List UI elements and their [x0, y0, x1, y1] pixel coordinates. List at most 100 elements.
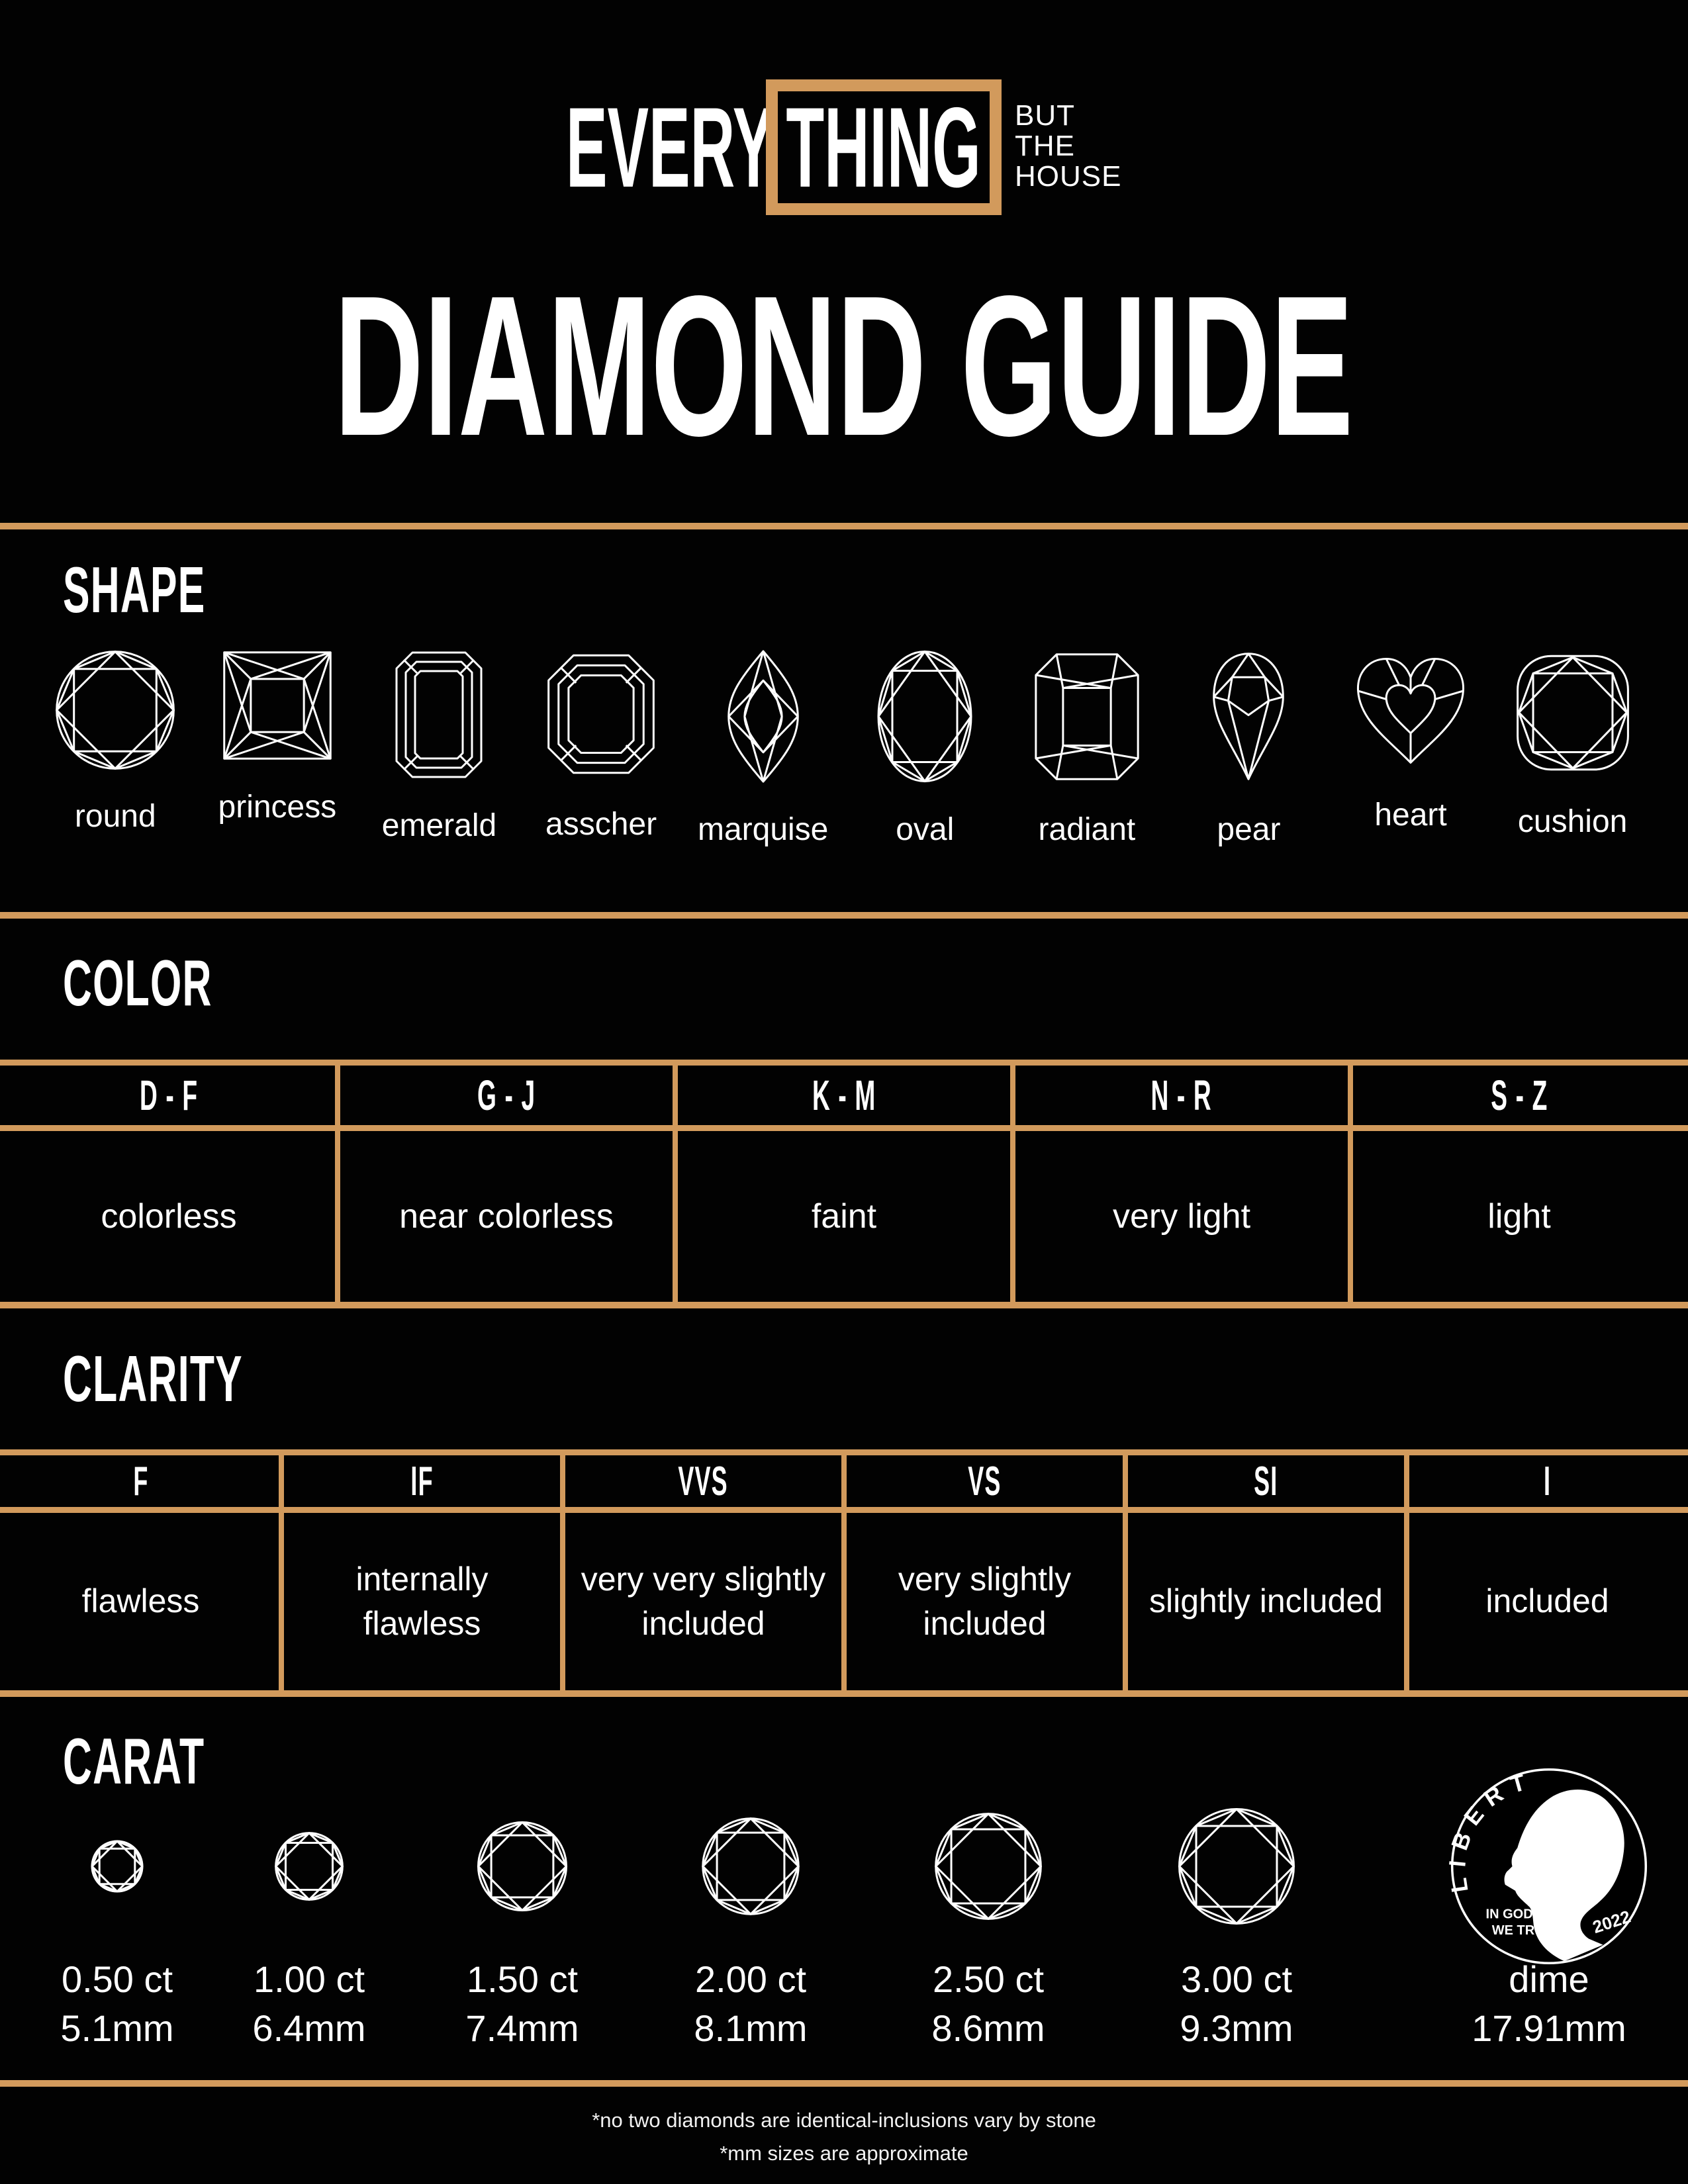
- clarity-grade-f: F: [132, 1458, 149, 1504]
- clarity-desc-vs: very slightly included: [898, 1560, 1072, 1643]
- footnote-inclusions: *no two diamonds are identical-inclusion…: [592, 2109, 1096, 2132]
- cushion-diamond-icon: [1514, 649, 1632, 777]
- color-desc-near-colorless: near colorless: [399, 1197, 614, 1236]
- round-diamond-icon: [91, 1840, 144, 1893]
- clarity-table-separator: [1404, 1449, 1409, 1697]
- shape-item-heart: heart: [1330, 649, 1492, 848]
- logo-tagline: BUT THE HOUSE: [1015, 101, 1121, 191]
- oval-diamond-icon: [875, 649, 974, 785]
- divider-line: [0, 912, 1688, 919]
- logo-gold-frame: THING: [766, 79, 1002, 215]
- carat-weight-label: 2.00 ct: [694, 1958, 807, 2000]
- clarity-desc-flawless: flawless: [81, 1582, 200, 1620]
- asscher-diamond-icon: [545, 649, 657, 780]
- shape-label-emerald: emerald: [381, 808, 497, 843]
- clarity-desc-vvs: very very slightly included: [581, 1560, 826, 1643]
- shape-item-radiant: radiant: [1006, 649, 1168, 848]
- round-diamond-icon: [476, 1820, 569, 1913]
- color-table-bottom-line: [0, 1302, 1688, 1308]
- color-table-mid-line: [0, 1125, 1688, 1131]
- shape-item-marquise: marquise: [682, 649, 844, 848]
- princess-diamond-icon: [220, 649, 334, 762]
- carat-weight-label: 0.50 ct: [61, 1958, 173, 2000]
- clarity-section-heading: CLARITY: [63, 1342, 243, 1415]
- clarity-desc-internally-flawless: internally flawless: [355, 1560, 489, 1643]
- shape-row: round princess emerald asscher marquise …: [0, 649, 1688, 848]
- color-grade-sz: S - Z: [1490, 1071, 1548, 1119]
- color-grade-row: D - F G - J K - M N - R S - Z: [0, 1066, 1688, 1125]
- carat-mm-label: 5.1mm: [60, 2007, 174, 2049]
- carat-weight-label: dime: [1509, 1958, 1589, 2000]
- color-grade-df: D - F: [139, 1071, 199, 1119]
- clarity-grade-if: IF: [410, 1458, 434, 1504]
- shape-label-radiant: radiant: [1038, 812, 1136, 847]
- footnote-mm-sizes: *mm sizes are approximate: [720, 2142, 968, 2165]
- shape-item-cushion: cushion: [1491, 649, 1654, 848]
- shape-item-pear: pear: [1168, 649, 1330, 848]
- shape-label-pear: pear: [1217, 812, 1281, 847]
- round-diamond-icon: [1176, 1806, 1297, 1927]
- ebth-logo: EVERY THING BUT THE HOUSE: [566, 79, 1122, 215]
- color-section-heading: COLOR: [63, 946, 212, 1019]
- footnotes: *no two diamonds are identical-inclusion…: [0, 2109, 1688, 2175]
- carat-mm-label: 17.91mm: [1472, 2007, 1626, 2049]
- shape-label-princess: princess: [218, 790, 337, 825]
- color-grade-gj: G - J: [477, 1071, 536, 1119]
- color-desc-very-light: very light: [1112, 1197, 1251, 1236]
- clarity-description-row: flawless internally flawless very very s…: [0, 1513, 1688, 1690]
- clarity-grade-vvs: VVS: [678, 1458, 729, 1504]
- logo-tagline-house: HOUSE: [1015, 159, 1122, 193]
- color-grade-nr: N - R: [1150, 1071, 1213, 1119]
- carat-mm-label: 6.4mm: [252, 2007, 366, 2049]
- carat-mm-label: 8.1mm: [694, 2007, 808, 2049]
- shape-item-emerald: emerald: [358, 649, 520, 848]
- shape-label-cushion: cushion: [1517, 804, 1628, 839]
- page-title: DIAMOND GUIDE: [334, 254, 1354, 477]
- carat-mm-label: 7.4mm: [465, 2007, 579, 2049]
- dime-motto-line1: IN GOD: [1486, 1907, 1533, 1922]
- clarity-table-separator: [1123, 1449, 1128, 1697]
- clarity-table-separator: [560, 1449, 565, 1697]
- shape-item-asscher: asscher: [520, 649, 682, 848]
- shape-label-marquise: marquise: [697, 812, 829, 847]
- divider-line: [0, 523, 1688, 529]
- shape-section-heading: SHAPE: [63, 553, 206, 626]
- carat-weight-label: 2.50 ct: [932, 1958, 1045, 2000]
- color-table-separator: [1348, 1060, 1353, 1308]
- round-diamond-icon: [700, 1816, 801, 1917]
- emerald-diamond-icon: [393, 649, 485, 781]
- shape-item-princess: princess: [197, 649, 359, 848]
- clarity-table-separator: [841, 1449, 847, 1697]
- carat-mm-label: 8.6mm: [931, 2007, 1045, 2049]
- clarity-grade-row: F IF VVS VS SI I: [0, 1455, 1688, 1507]
- color-desc-light: light: [1487, 1197, 1551, 1236]
- carat-weight-label: 1.50 ct: [466, 1958, 579, 2000]
- shape-label-oval: oval: [896, 812, 955, 847]
- clarity-desc-si: slightly included: [1149, 1582, 1383, 1620]
- color-description-row: colorless near colorless faint very ligh…: [0, 1131, 1688, 1302]
- shape-label-round: round: [74, 799, 156, 834]
- round-diamond-icon: [933, 1811, 1044, 1922]
- clarity-table-separator: [279, 1449, 284, 1697]
- divider-line: [0, 2080, 1688, 2087]
- carat-mm-label: 9.3mm: [1180, 2007, 1293, 2049]
- heart-diamond-icon: [1350, 649, 1472, 770]
- logo-tagline-the: THE: [1015, 129, 1075, 162]
- logo-tagline-but: BUT: [1015, 99, 1075, 132]
- logo-word-every: EVERY: [566, 83, 774, 211]
- clarity-desc-included: included: [1485, 1582, 1609, 1620]
- carat-weight-label: 1.00 ct: [253, 1958, 365, 2000]
- clarity-grade-si: SI: [1254, 1458, 1278, 1504]
- clarity-grade-i: I: [1543, 1458, 1552, 1504]
- color-desc-colorless: colorless: [101, 1197, 237, 1236]
- pear-diamond-icon: [1199, 649, 1297, 785]
- carat-weight-label: 3.00 ct: [1180, 1958, 1293, 2000]
- shape-item-oval: oval: [844, 649, 1006, 848]
- carat-section-heading: CARAT: [63, 1725, 205, 1797]
- color-table-separator: [335, 1060, 340, 1308]
- dime-motto-line2: WE TRUST: [1492, 1923, 1562, 1938]
- shape-item-round: round: [34, 649, 197, 848]
- color-table-separator: [1010, 1060, 1015, 1308]
